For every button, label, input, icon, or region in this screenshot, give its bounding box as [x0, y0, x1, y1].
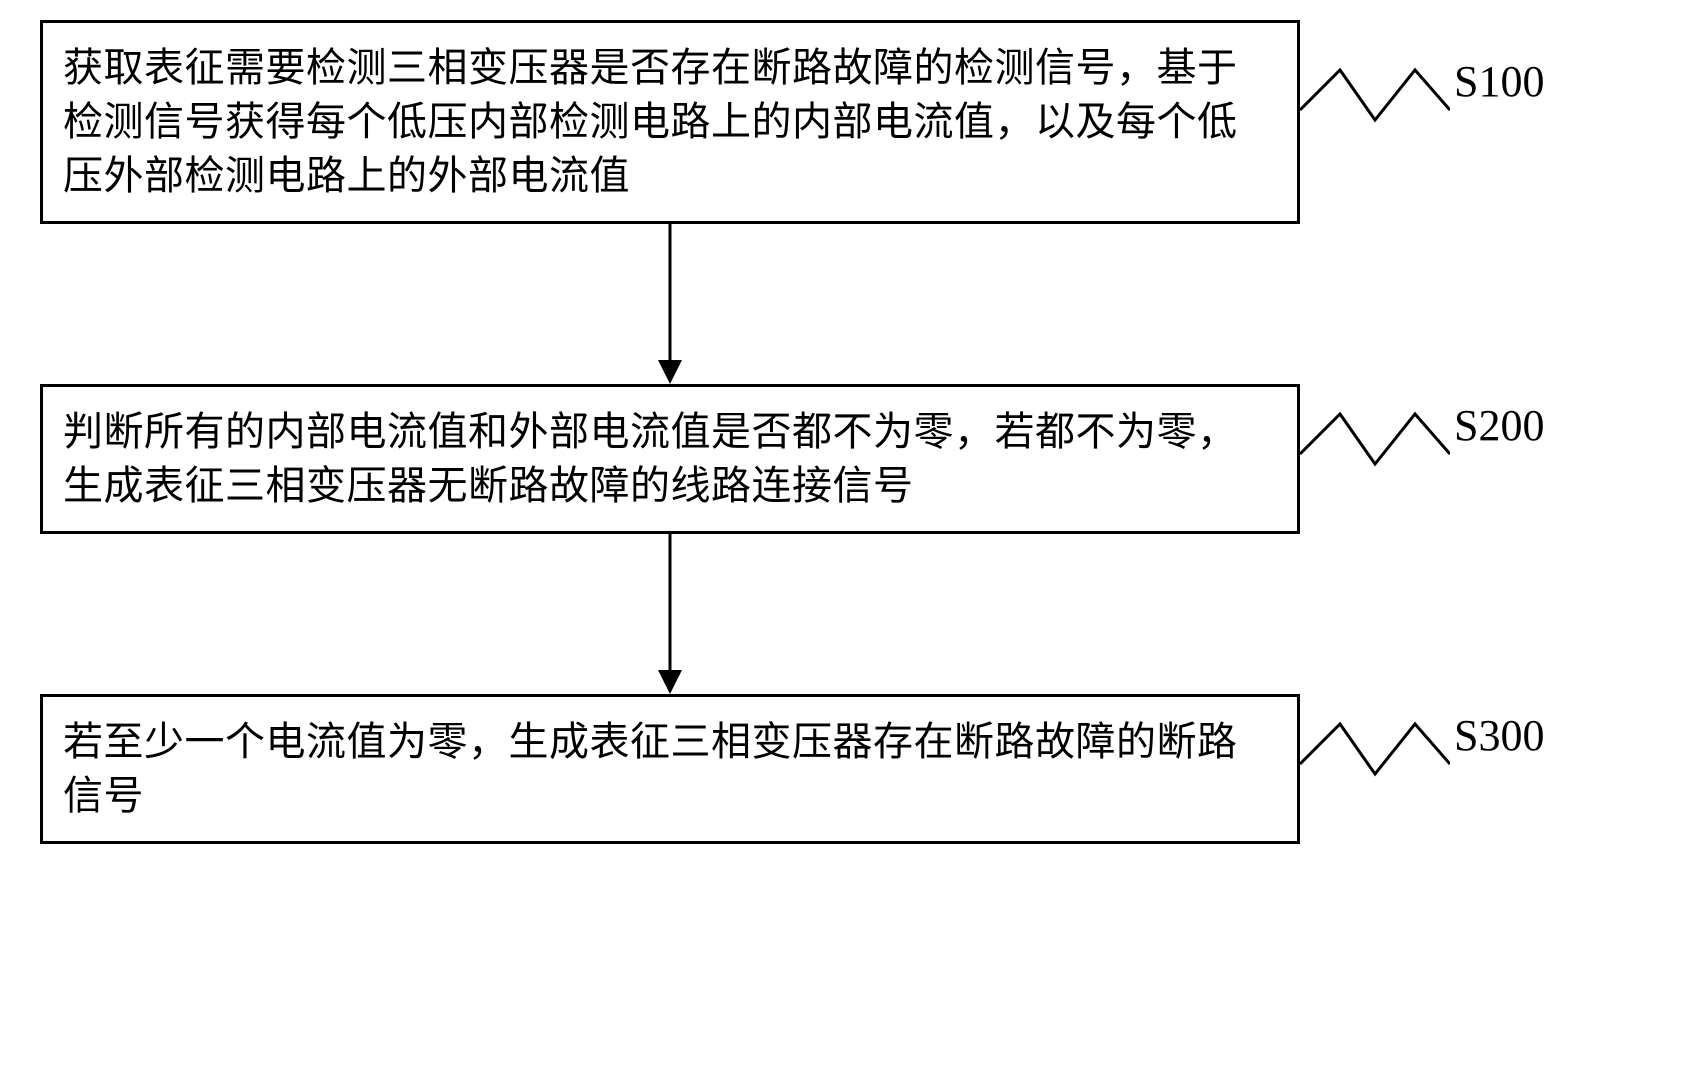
- arrow-down-icon: [650, 534, 690, 694]
- step-label-s100: S100: [1454, 60, 1544, 104]
- zigzag-icon: [1300, 714, 1450, 780]
- step-text-s300: 若至少一个电流值为零，生成表征三相变压器存在断路故障的断路信号: [63, 719, 1238, 818]
- flowchart-container: 获取表征需要检测三相变压器是否存在断路故障的检测信号，基于检测信号获得每个低压内…: [40, 20, 1654, 844]
- arrow-down-icon: [650, 224, 690, 384]
- arrow-s100-s200: [40, 224, 1300, 384]
- arrow-s200-s300: [40, 534, 1300, 694]
- zigzag-icon: [1300, 404, 1450, 470]
- step-connector-s200: S200: [1300, 404, 1620, 470]
- step-label-s300: S300: [1454, 714, 1544, 758]
- step-row-s200: 判断所有的内部电流值和外部电流值是否都不为零，若都不为零，生成表征三相变压器无断…: [40, 384, 1654, 534]
- step-row-s100: 获取表征需要检测三相变压器是否存在断路故障的检测信号，基于检测信号获得每个低压内…: [40, 20, 1654, 224]
- step-text-s100: 获取表征需要检测三相变压器是否存在断路故障的检测信号，基于检测信号获得每个低压内…: [63, 45, 1238, 198]
- step-box-s100: 获取表征需要检测三相变压器是否存在断路故障的检测信号，基于检测信号获得每个低压内…: [40, 20, 1300, 224]
- step-row-s300: 若至少一个电流值为零，生成表征三相变压器存在断路故障的断路信号 S300: [40, 694, 1654, 844]
- step-box-s200: 判断所有的内部电流值和外部电流值是否都不为零，若都不为零，生成表征三相变压器无断…: [40, 384, 1300, 534]
- step-box-s300: 若至少一个电流值为零，生成表征三相变压器存在断路故障的断路信号: [40, 694, 1300, 844]
- step-connector-s100: S100: [1300, 60, 1620, 126]
- step-text-s200: 判断所有的内部电流值和外部电流值是否都不为零，若都不为零，生成表征三相变压器无断…: [63, 409, 1238, 508]
- step-connector-s300: S300: [1300, 714, 1620, 780]
- step-label-s200: S200: [1454, 404, 1544, 448]
- zigzag-icon: [1300, 60, 1450, 126]
